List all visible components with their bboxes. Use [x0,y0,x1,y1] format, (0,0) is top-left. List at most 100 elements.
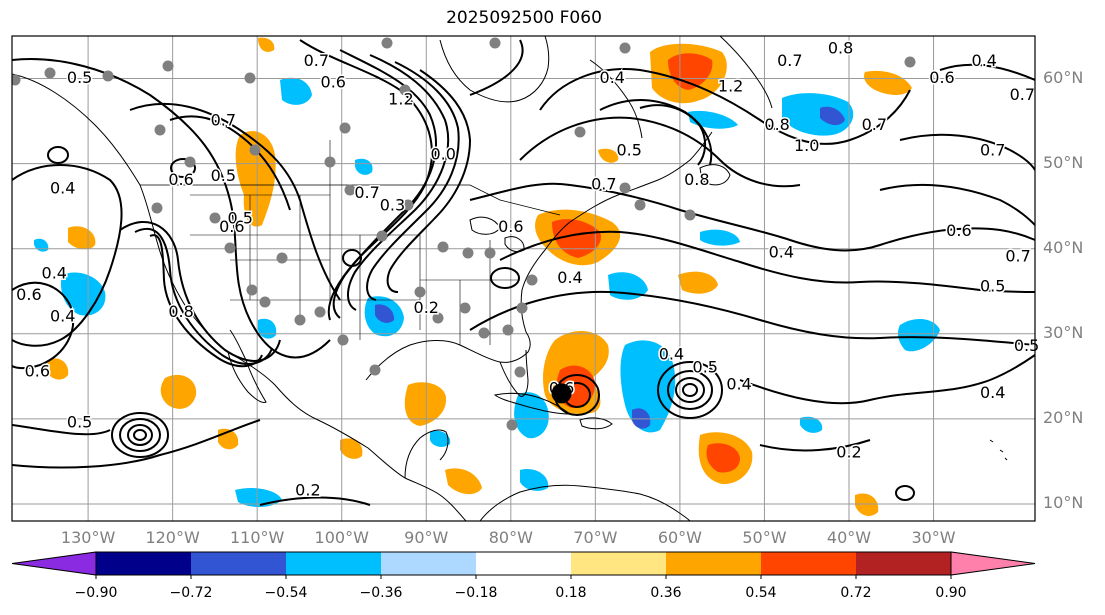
shade-orange [46,358,69,380]
shade-orange [598,148,619,163]
colorbar-tick-label: −0.54 [264,585,308,601]
station-dot [249,144,261,156]
colorbar-segment [96,552,191,575]
colorbar-segment [381,552,476,575]
contour-line [259,496,371,506]
contour-value-label: 0.6 [219,217,244,236]
contour-value-label: 0.8 [168,302,193,321]
station-dot [526,274,538,286]
shade-blue [520,469,549,491]
contour-line [539,68,911,145]
longitude-label: 80°W [488,528,533,547]
colorbar-tick-label: 0.90 [935,585,967,601]
shade-blue [700,229,740,246]
contour-line [347,54,450,311]
station-dot [324,156,336,168]
contour-value-label: 0.4 [557,268,582,287]
contour-value-label: 0.7 [354,183,379,202]
contour-value-label: 0.4 [972,51,997,70]
station-dot [904,56,916,68]
station-dot [314,306,326,318]
contour-line [879,183,1035,226]
contour-value-label: 0.4 [42,264,67,283]
shade-orange [258,37,275,52]
contour-value-label: 0.5 [228,208,253,227]
contour-line [169,115,291,211]
station-dot [44,67,56,79]
station-dot [402,199,414,211]
shade-orange [160,374,197,409]
colorbar-segment [666,552,761,575]
contour-value-label: 0.5 [211,166,236,185]
shade-darkblue [820,106,845,126]
baja-coastline [227,329,267,403]
station-dot [514,366,526,378]
shade-orange [864,70,912,95]
station-dot [344,184,356,196]
contour-line [129,102,341,301]
contour-value-label: 0.7 [777,51,802,70]
station-dot [259,296,271,308]
station-dot [414,286,426,298]
station-dot [619,42,631,54]
latitude-label: 20°N [1043,407,1084,427]
contour-line [759,439,871,452]
contour-value-label: 0.2 [836,442,861,461]
station-dot [437,241,449,253]
contour-low [667,370,713,410]
colorbar-tick-label: −0.18 [454,585,498,601]
contour-value-labels: 0.50.70.60.4 0.6 0.50.50.40.60.40.60.50.71… [15,37,1041,501]
contour-line [739,354,1035,405]
contour-low [657,361,723,419]
longitude-label: 40°W [826,528,872,547]
colorbar-extend-min [11,551,97,576]
contour-value-label: 0.7 [1005,247,1030,266]
shade-darkblue [375,304,395,323]
latitude-label: 50°N [1043,152,1084,172]
station-dot [516,302,528,314]
contour-value-label: 0.7 [211,111,236,130]
contour-low [675,377,705,403]
contour-value-label: 0.5 [1014,336,1039,355]
contour-value-label: 0.2 [295,481,320,500]
contour-line [12,58,331,359]
contour-line [469,290,1035,346]
contour-line [12,419,261,469]
longitude-label: 70°W [573,528,618,547]
station-dot [376,230,388,242]
contour-value-label: 0.6 [946,221,971,240]
longitude-label: 100°W [314,528,369,547]
station-dot [154,124,166,136]
longitude-label: 120°W [145,528,200,547]
contour-value-label: 0.5 [693,357,718,376]
hudson-bay-coastline [439,36,550,103]
map-frame [11,35,1036,522]
hispaniola-coastline [579,417,613,430]
station-dot [484,247,496,259]
colorbar-tick-label: 0.54 [745,585,777,601]
contour-value-label: 0.6 [25,362,50,381]
contour-value-label: 0.5 [980,277,1005,296]
greenland-coastline [719,36,773,109]
contour-value-label: 0.6 [168,170,193,189]
longitude-label: 50°W [742,528,787,547]
contour-low [111,412,169,458]
contour-value-label: 0.5 [67,413,92,432]
station-dot [337,334,349,346]
newfoundland-coastline [699,164,731,186]
contour-value-label: 0.4 [659,345,684,364]
hurricane-center-marker [551,383,572,404]
contour-low [170,158,196,178]
contour-value-label: 1.2 [388,89,413,108]
shade-blue [430,430,451,447]
station-dot [574,126,586,138]
colorbar-segment [761,552,856,575]
contour-line [12,424,111,436]
station-dot [399,84,411,96]
station-dot [432,312,444,324]
latitude-label: 30°N [1043,322,1084,342]
contour-line [386,69,472,293]
station-dot [478,327,490,339]
contour-line [12,281,75,370]
